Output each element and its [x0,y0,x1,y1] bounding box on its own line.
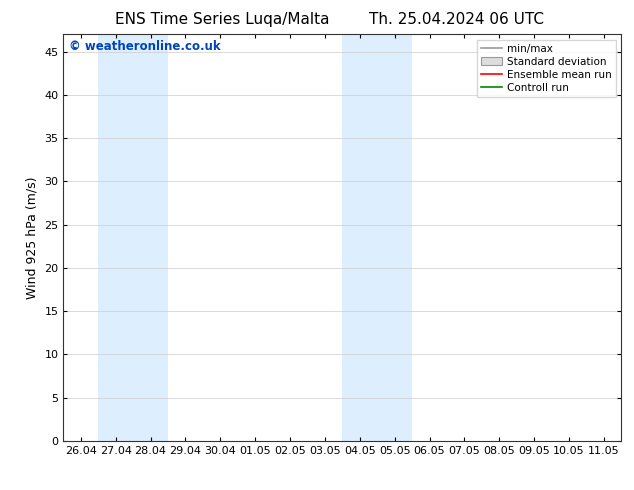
Text: Th. 25.04.2024 06 UTC: Th. 25.04.2024 06 UTC [369,12,544,27]
Text: ENS Time Series Luqa/Malta: ENS Time Series Luqa/Malta [115,12,329,27]
Bar [342,34,412,441]
Text: © weatheronline.co.uk: © weatheronline.co.uk [69,40,221,53]
Legend: min/max, Standard deviation, Ensemble mean run, Controll run: min/max, Standard deviation, Ensemble me… [477,40,616,97]
Y-axis label: Wind 925 hPa (m/s): Wind 925 hPa (m/s) [26,176,39,299]
Bar [98,34,168,441]
